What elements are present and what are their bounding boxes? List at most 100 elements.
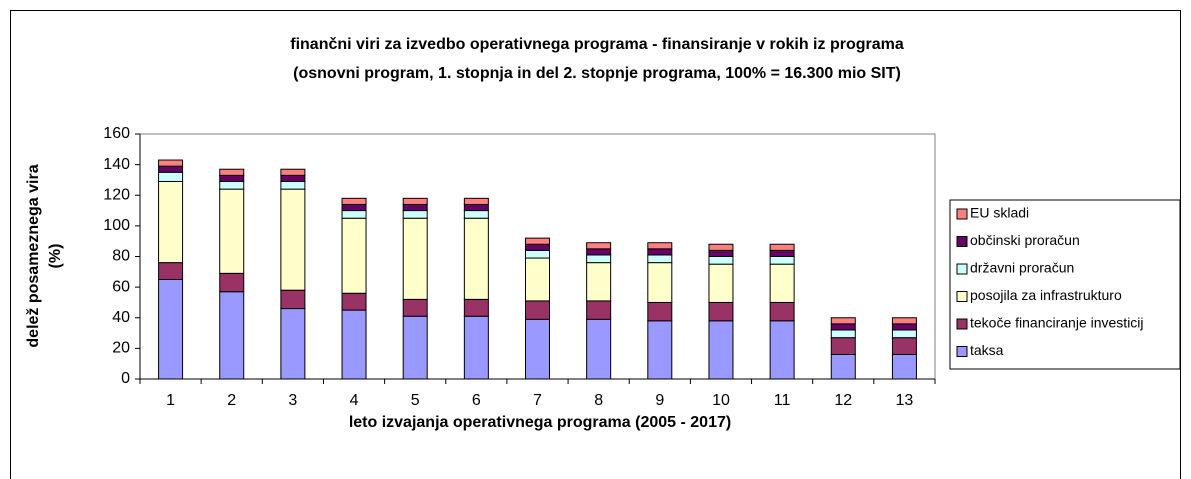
bar-segment (708, 301, 734, 322)
bar-segment (158, 180, 184, 264)
chart-title: finančni viri za izvedbo operativnega pr… (290, 36, 904, 53)
legend-swatch (956, 236, 968, 247)
y-axis-label: (%) (47, 244, 64, 269)
bar-segment (463, 197, 489, 205)
bar-segment (341, 292, 367, 311)
x-tick-label: 10 (712, 392, 730, 409)
bar-segment (525, 300, 550, 320)
bar-segment (708, 263, 734, 303)
x-tick-label: 4 (350, 392, 359, 409)
bar-segment (891, 337, 917, 355)
y-tick-label: 140 (103, 156, 130, 173)
x-tick-label: 6 (472, 392, 481, 409)
bar-segment (647, 242, 673, 250)
bar-segment (280, 289, 306, 310)
bar-segment (158, 262, 184, 280)
y-tick-label: 0 (121, 370, 130, 387)
bar-segment (219, 272, 245, 293)
x-tick-label: 5 (411, 392, 420, 409)
bar-segment (525, 237, 550, 245)
y-tick-label: 60 (112, 278, 130, 295)
legend-swatch (956, 318, 968, 330)
bar-segment (708, 249, 734, 257)
bar-segment (525, 318, 550, 380)
bar-segment (402, 217, 428, 300)
x-tick-label: 1 (166, 392, 175, 409)
bar-segment (341, 210, 367, 219)
bar-segment (891, 323, 917, 331)
bar-segment (708, 243, 734, 251)
bar-segment (280, 180, 306, 190)
bar-segment (525, 257, 550, 302)
legend-swatch (956, 291, 968, 302)
bar-segment (463, 203, 489, 212)
legend-label: posojila za infrastrukturo (970, 287, 1122, 303)
bar-segment (586, 254, 612, 264)
chart-title: (osnovni program, 1. stopnja in del 2. s… (293, 65, 901, 82)
bar-segment (341, 197, 367, 205)
bar-segment (647, 254, 673, 264)
bar-segment (219, 180, 245, 190)
bar-segment (402, 298, 428, 317)
legend-label: tekoče financiranje investicij (970, 315, 1144, 331)
bar-segment (463, 217, 489, 300)
bar-segment (769, 256, 795, 265)
bar-segment (525, 249, 550, 259)
bar-segment (586, 242, 612, 250)
bar-segment (158, 278, 184, 380)
x-tick-label: 7 (533, 392, 542, 409)
bar-segment (219, 174, 245, 182)
x-tick-label: 3 (288, 392, 297, 409)
bar-segment (769, 320, 795, 380)
bar-segment (830, 329, 856, 339)
bar-segment (158, 171, 184, 182)
legend-label: taksa (970, 342, 1004, 358)
legend-swatch (956, 208, 968, 220)
bar-segment (402, 197, 428, 205)
legend-box (949, 199, 1181, 370)
bar-segment (402, 210, 428, 219)
x-tick-label: 9 (655, 392, 664, 409)
bar-segment (769, 263, 795, 303)
bar-segment (341, 217, 367, 294)
y-axis-label: delež posameznega vira (25, 164, 42, 347)
bar-segment (280, 188, 306, 291)
x-tick-label: 2 (227, 392, 236, 409)
bar-segment (769, 243, 795, 251)
bar-segment (463, 298, 489, 317)
bar-segment (158, 165, 184, 173)
bar-segment (219, 291, 245, 380)
x-axis-label: leto izvajanja operativnega programa (20… (349, 414, 731, 431)
y-tick-label: 20 (112, 340, 130, 357)
bar-segment (647, 248, 673, 256)
bar-segment (219, 168, 245, 176)
bar-segment (830, 337, 856, 355)
y-tick-label: 80 (112, 248, 130, 265)
y-tick-label: 100 (103, 217, 130, 234)
bar-segment (586, 300, 612, 320)
bar-segment (647, 301, 673, 322)
bar-segment (830, 354, 856, 380)
bar-segment (402, 315, 428, 380)
bar-segment (769, 301, 795, 322)
bar-segment (463, 210, 489, 219)
legend-swatch (956, 346, 968, 357)
bar-segment (647, 262, 673, 303)
bar-segment (402, 203, 428, 212)
bar-segment (341, 309, 367, 380)
bar-segment (219, 188, 245, 274)
bar-segment (158, 159, 184, 167)
bar-segment (525, 243, 550, 251)
bar-segment (341, 203, 367, 212)
bar-segment (463, 315, 489, 380)
bar-segment (769, 249, 795, 257)
x-tick-label: 13 (896, 392, 914, 409)
bar-segment (280, 174, 306, 182)
x-tick-label: 12 (834, 392, 852, 409)
x-tick-label: 11 (774, 392, 791, 409)
bar-segment (830, 317, 856, 325)
bar-segment (280, 308, 306, 380)
legend-swatch (956, 263, 968, 275)
bar-segment (891, 317, 917, 325)
